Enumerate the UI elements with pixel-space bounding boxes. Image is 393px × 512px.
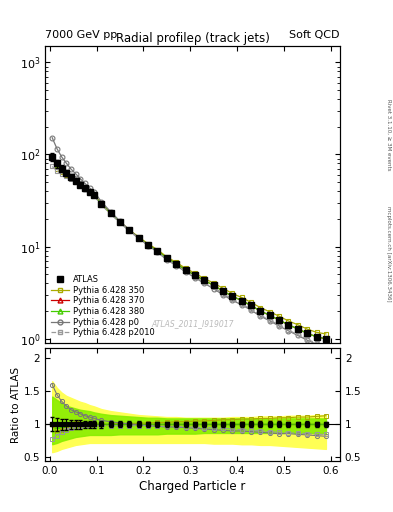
Text: mcplots.cern.ch [arXiv:1306.3436]: mcplots.cern.ch [arXiv:1306.3436] <box>386 206 391 302</box>
Text: Soft QCD: Soft QCD <box>290 30 340 40</box>
Text: 7000 GeV pp: 7000 GeV pp <box>45 30 118 40</box>
Title: Radial profileρ (track jets): Radial profileρ (track jets) <box>116 32 270 45</box>
Text: ATLAS_2011_I919017: ATLAS_2011_I919017 <box>151 319 234 328</box>
Text: Rivet 3.1.10, ≥ 3M events: Rivet 3.1.10, ≥ 3M events <box>386 99 391 171</box>
Legend: ATLAS, Pythia 6.428 350, Pythia 6.428 370, Pythia 6.428 380, Pythia 6.428 p0, Py: ATLAS, Pythia 6.428 350, Pythia 6.428 37… <box>50 273 156 339</box>
Y-axis label: Ratio to ATLAS: Ratio to ATLAS <box>11 367 21 442</box>
X-axis label: Charged Particle r: Charged Particle r <box>140 480 246 493</box>
